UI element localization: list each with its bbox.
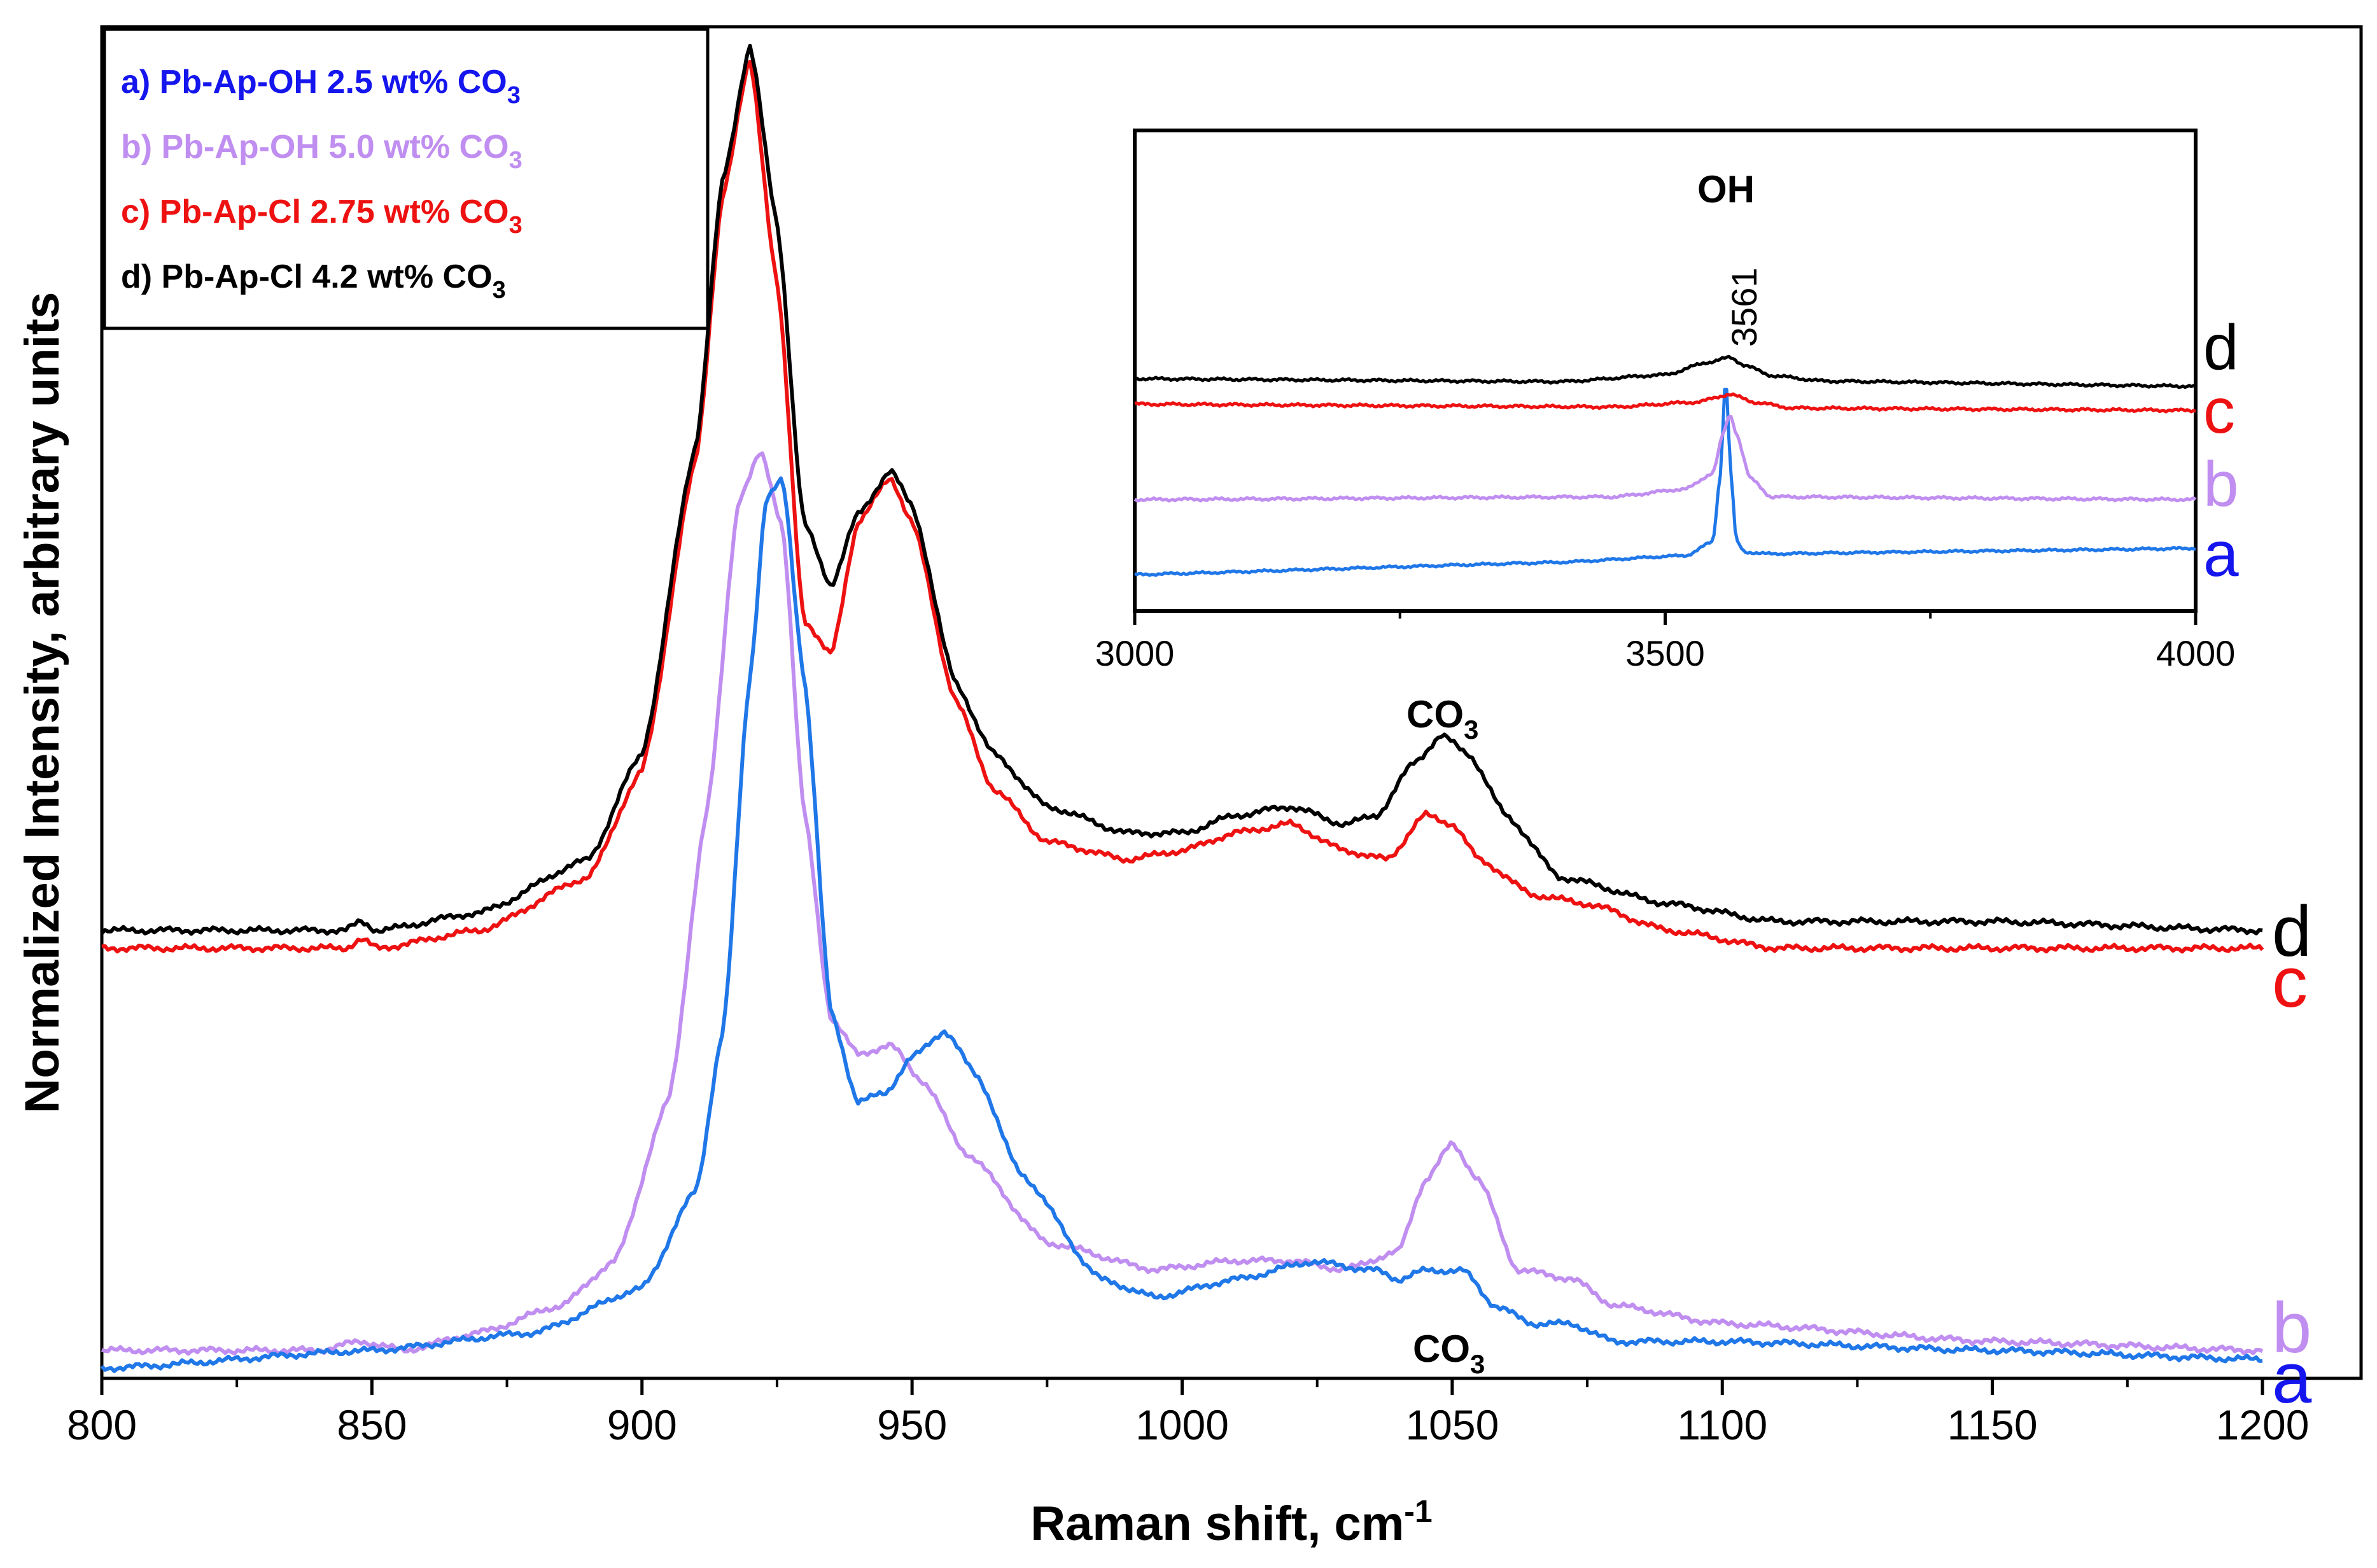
x-axis-title: Raman shift, cm-1 <box>1030 1494 1433 1551</box>
inset-peak-label: 3561 <box>1724 267 1764 347</box>
inset-series-line-b <box>1133 414 2197 503</box>
inset-x-tick-label: 4000 <box>2156 633 2236 673</box>
inset-series-line-d <box>1134 354 2196 389</box>
inset-series-label-d: d <box>2203 312 2239 383</box>
inset-series-label-b: b <box>2203 449 2239 520</box>
legend-entry-a: a) Pb-Ap-OH 2.5 wt% CO3 <box>121 64 521 109</box>
x-axis: 800 850 900 950 1000 1050 1100 1150 1200 <box>67 1378 2309 1448</box>
legend-box <box>102 27 710 330</box>
plot-frame <box>100 25 2363 1380</box>
inset-frame <box>1133 129 2198 613</box>
co3-annotation-lower: CO3 <box>1413 1327 1485 1379</box>
x-tick-label: 1000 <box>1135 1401 1229 1448</box>
inset-series-label-a: a <box>2203 519 2239 590</box>
legend: a) Pb-Ap-OH 2.5 wt% CO3 b) Pb-Ap-OH 5.0 … <box>102 27 710 330</box>
x-tick-label: 1200 <box>2216 1401 2310 1448</box>
inset-series-line-c <box>1134 392 2196 414</box>
series-line-c <box>101 59 2264 954</box>
inset-x-axis: 3000 3500 4000 <box>1095 611 2236 673</box>
y-axis-title: Normalized Intensity, arbitrary units <box>15 292 69 1114</box>
co3-annotation-upper: CO3 <box>1406 693 1478 745</box>
inset-x-tick-label: 3500 <box>1625 633 1705 673</box>
series-label-d: d <box>2272 892 2311 971</box>
series-label-a: a <box>2272 1338 2312 1418</box>
x-tick-label: 900 <box>607 1401 677 1448</box>
series-label-c: c <box>2272 942 2308 1022</box>
x-tick-label: 850 <box>337 1401 407 1448</box>
inset-x-tick-label: 3000 <box>1095 633 1175 673</box>
inset-title: OH <box>1697 168 1755 211</box>
legend-entry-c: c) Pb-Ap-Cl 2.75 wt% CO3 <box>121 193 522 239</box>
inset-series-line-a <box>1133 388 2196 577</box>
legend-entry-d: d) Pb-Ap-Cl 4.2 wt% CO3 <box>121 258 506 304</box>
x-tick-label: 950 <box>877 1401 947 1448</box>
inset-series-label-c: c <box>2203 375 2235 447</box>
series-line-a <box>100 476 2262 1373</box>
x-tick-label: 800 <box>67 1401 137 1448</box>
x-tick-label: 1150 <box>1947 1401 2038 1448</box>
series-label-b: b <box>2272 1288 2311 1368</box>
legend-entry-b: b) Pb-Ap-OH 5.0 wt% CO3 <box>121 129 522 174</box>
x-tick-label: 1100 <box>1677 1401 1767 1448</box>
series-line-d <box>100 43 2263 936</box>
x-tick-label: 1050 <box>1405 1401 1499 1448</box>
